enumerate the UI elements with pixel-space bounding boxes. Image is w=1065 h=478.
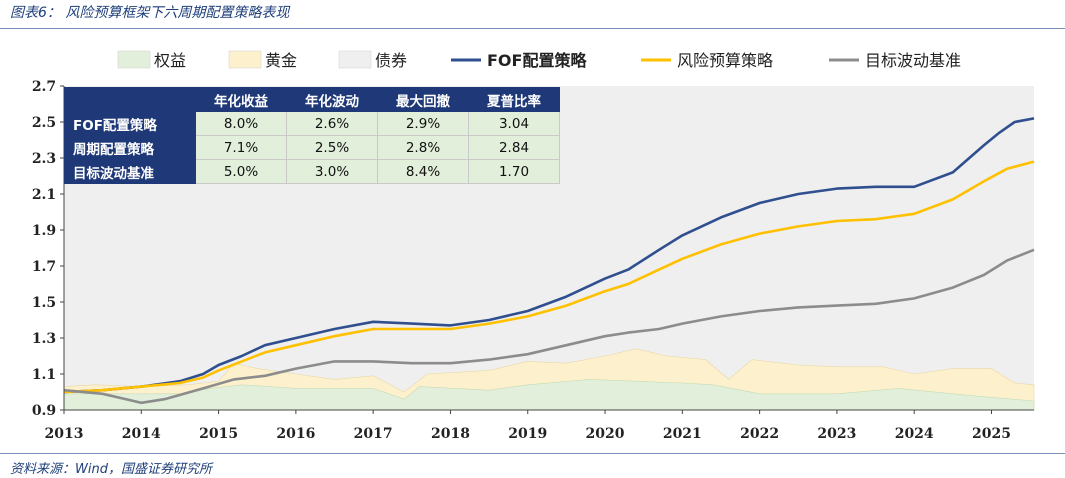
legend-item: FOF配置策略 [451,51,587,70]
y-tick-label: 1.5 [32,295,56,311]
legend-item: 黄金 [228,50,297,70]
chart-title: 图表6： 风险预算框架下六周期配置策略表现 [10,5,290,21]
legend-label: FOF配置策略 [487,51,587,70]
y-tick-label: 1.7 [32,259,56,275]
risk-budget-line [63,160,1035,394]
y-tick-label: 1.1 [32,367,56,383]
x-tick-label: 2018 [431,426,470,442]
stats-cell: 7.1% [195,135,287,160]
x-axis: 2013 2014 2015 2016 2017 2018 2019 2020 2021 2022… [45,410,1011,442]
stats-row: 周期配置策略 7.1% 2.5% 2.8% 2.84 [64,135,560,160]
stats-cell: 3.04 [468,111,560,136]
chart-legend: 权益 黄金 债券 FOF配置策略 风险预算策略 目标波动基准 [117,50,961,70]
y-tick-label: 2.5 [32,115,56,131]
legend-item: 风险预算策略 [641,51,773,70]
bottom-rule [0,453,1065,454]
stats-cell: 2.6% [286,111,378,136]
stats-cell: 8.0% [195,111,287,136]
source-note: 资料来源：Wind，国盛证券研究所 [10,462,212,477]
target-vol-line [63,248,1035,405]
x-tick-label: 2024 [895,426,934,442]
legend-label: 债券 [375,51,407,70]
stats-row-label: 目标波动基准 [64,159,196,184]
stats-row-label: 周期配置策略 [64,135,196,160]
x-tick-label: 2020 [586,426,625,442]
stats-cell: 2.84 [468,135,560,160]
x-tick-label: 2019 [508,426,547,442]
equity-area [63,379,1035,411]
y-tick-label: 2.1 [32,187,56,203]
stats-col-header: 夏普比率 [468,87,560,112]
x-tick-label: 2014 [122,426,161,442]
y-tick-label: 2.7 [32,79,56,95]
x-tick-label: 2023 [817,426,856,442]
fof-strategy-line [63,117,1035,394]
legend-label: 黄金 [265,51,297,70]
x-tick-label: 2022 [740,426,779,442]
stats-cell: 2.8% [377,135,469,160]
legend-item: 目标波动基准 [829,51,961,70]
stats-cell: 5.0% [195,159,287,184]
x-tick-label: 2021 [663,426,702,442]
y-tick-label: 2.3 [32,151,56,167]
x-tick-label: 2017 [354,426,393,442]
stats-col-header: 最大回撤 [377,87,469,112]
legend-label: 风险预算策略 [677,51,773,70]
y-tick-label: 1.3 [32,331,56,347]
stats-cell: 8.4% [377,159,469,184]
legend-swatch [228,50,262,69]
stats-row-label: FOF配置策略 [64,111,196,136]
y-tick-label: 0.9 [32,403,56,419]
stats-cell: 1.70 [468,159,560,184]
stats-cell: 2.9% [377,111,469,136]
stats-header-row: 年化收益 年化波动 最大回撤 夏普比率 [64,87,560,112]
x-tick-label: 2015 [199,426,238,442]
legend-label: 权益 [154,51,186,70]
stats-col-header: 年化收益 [195,87,287,112]
x-tick-label: 2025 [972,426,1011,442]
stats-row: FOF配置策略 8.0% 2.6% 2.9% 3.04 [64,111,560,136]
stats-cell: 3.0% [286,159,378,184]
stats-corner-cell [64,87,196,112]
legend-item: 债券 [338,50,407,70]
y-axis: 0.9 1.1 1.3 1.5 1.7 1.9 2.1 2.3 2.5 2.7 [32,79,64,419]
legend-swatch [338,50,372,69]
y-tick-label: 1.9 [32,223,56,239]
x-tick-label: 2013 [45,426,84,442]
top-rule [0,28,1065,29]
stats-col-header: 年化波动 [286,87,378,112]
legend-swatch [117,50,151,69]
stats-cell: 2.5% [286,135,378,160]
stats-row: 目标波动基准 5.0% 3.0% 8.4% 1.70 [64,159,560,184]
legend-label: 目标波动基准 [865,51,961,70]
x-tick-label: 2016 [276,426,315,442]
stats-table: 年化收益 年化波动 最大回撤 夏普比率 FOF配置策略 8.0% 2.6% 2.… [64,87,560,184]
legend-item: 权益 [117,50,186,70]
